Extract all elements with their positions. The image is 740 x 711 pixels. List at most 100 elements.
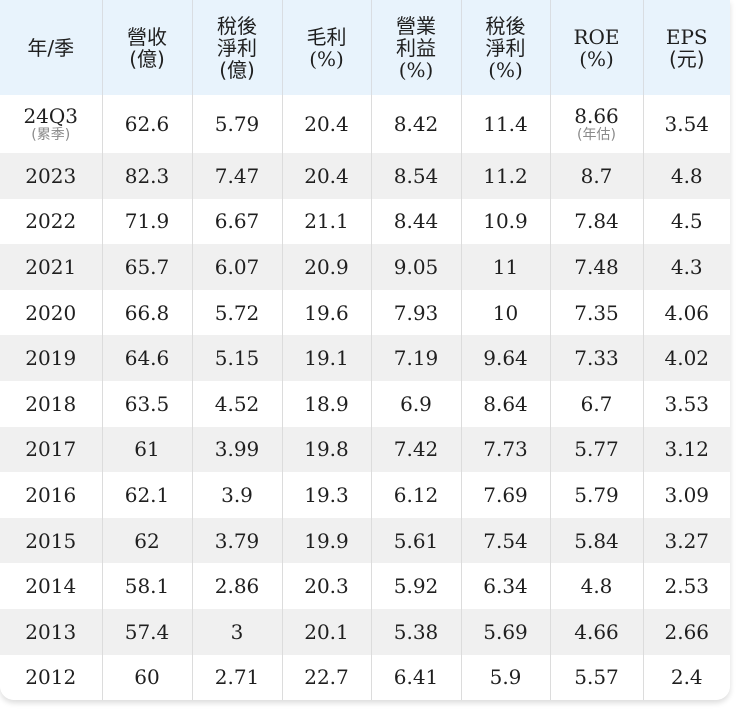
cell-eps: 3.09 <box>642 472 730 518</box>
cell-net-margin: 7.73 <box>460 426 550 473</box>
cell-eps: 2.4 <box>642 654 730 700</box>
financial-table: 年/季 營收 (億) 稅後 淨利 (億) 毛利 (%) 營業 利益 <box>0 0 730 700</box>
annualized-note: (年估) <box>577 127 616 143</box>
table-row-current: 24Q3 (累季) 62.6 5.79 20.4 8.42 11.4 8.66 … <box>0 95 730 153</box>
cell-period: 2016 <box>0 472 102 518</box>
cell-period: 2014 <box>0 563 102 609</box>
cell-operating-margin: 6.41 <box>370 654 461 700</box>
cell-period: 2015 <box>0 517 102 564</box>
cell-roe: 4.66 <box>549 608 643 655</box>
cell-operating-margin: 5.92 <box>370 563 461 609</box>
header-roe: ROE (%) <box>549 0 643 95</box>
table-row: 2016 62.1 3.9 19.3 6.12 7.69 5.79 3.09 <box>0 472 730 518</box>
cell-roe: 5.84 <box>549 517 643 564</box>
header-eps: EPS (元) <box>642 0 730 95</box>
cell-eps: 4.8 <box>642 153 730 199</box>
table-row: 2014 58.1 2.86 20.3 5.92 6.34 4.8 2.53 <box>0 563 730 609</box>
cell-eps: 3.54 <box>642 95 730 153</box>
cell-net-margin: 11 <box>460 244 550 290</box>
table-row: 2017 61 3.99 19.8 7.42 7.73 5.77 3.12 <box>0 426 730 473</box>
cell-revenue: 58.1 <box>101 563 192 609</box>
cell-period: 2012 <box>0 654 102 700</box>
cell-eps: 3.53 <box>642 380 730 427</box>
cell-eps: 3.27 <box>642 517 730 564</box>
cell-net-income: 3.9 <box>191 472 282 518</box>
table-row: 2020 66.8 5.72 19.6 7.93 10 7.35 4.06 <box>0 289 730 336</box>
cell-roe: 7.33 <box>549 335 643 381</box>
cell-net-income: 2.86 <box>191 563 282 609</box>
cell-net-income: 6.07 <box>191 244 282 290</box>
cell-net-margin: 8.64 <box>460 380 550 427</box>
cell-operating-margin: 6.9 <box>370 380 461 427</box>
cell-period: 2013 <box>0 608 102 655</box>
cell-gross-margin: 20.9 <box>281 244 371 290</box>
cell-net-margin: 6.34 <box>460 563 550 609</box>
cell-gross-margin: 20.4 <box>281 95 371 153</box>
table-row: 2015 62 3.79 19.9 5.61 7.54 5.84 3.27 <box>0 517 730 564</box>
cell-gross-margin: 20.3 <box>281 563 371 609</box>
cell-net-income: 5.15 <box>191 335 282 381</box>
cell-gross-margin: 20.1 <box>281 608 371 655</box>
financial-table-card: 年/季 營收 (億) 稅後 淨利 (億) 毛利 (%) 營業 利益 <box>0 0 730 700</box>
cell-period: 2018 <box>0 380 102 427</box>
table-row: 2021 65.7 6.07 20.9 9.05 11 7.48 4.3 <box>0 244 730 290</box>
cell-eps: 2.53 <box>642 563 730 609</box>
cell-net-margin: 5.9 <box>460 654 550 700</box>
cell-revenue: 64.6 <box>101 335 192 381</box>
cell-revenue: 66.8 <box>101 289 192 336</box>
cell-gross-margin: 19.3 <box>281 472 371 518</box>
cell-revenue: 61 <box>101 426 192 473</box>
header-row: 年/季 營收 (億) 稅後 淨利 (億) 毛利 (%) 營業 利益 <box>0 0 730 95</box>
cell-net-margin: 10 <box>460 289 550 336</box>
cell-gross-margin: 19.6 <box>281 289 371 336</box>
cell-revenue: 63.5 <box>101 380 192 427</box>
cell-operating-margin: 6.12 <box>370 472 461 518</box>
cell-period: 24Q3 (累季) <box>0 95 102 153</box>
cell-operating-margin: 5.61 <box>370 517 461 564</box>
cumulative-note: (累季) <box>31 127 71 143</box>
cell-revenue: 57.4 <box>101 608 192 655</box>
header-net-margin: 稅後 淨利 (%) <box>460 0 550 95</box>
cell-revenue: 71.9 <box>101 198 192 245</box>
cell-roe: 7.48 <box>549 244 643 290</box>
cell-gross-margin: 20.4 <box>281 153 371 199</box>
cell-period: 2020 <box>0 289 102 336</box>
cell-operating-margin: 7.42 <box>370 426 461 473</box>
cell-period: 2022 <box>0 198 102 245</box>
cell-gross-margin: 22.7 <box>281 654 371 700</box>
table-row: 2012 60 2.71 22.7 6.41 5.9 5.57 2.4 <box>0 654 730 700</box>
cell-roe: 6.7 <box>549 380 643 427</box>
cell-gross-margin: 19.1 <box>281 335 371 381</box>
cell-roe: 8.7 <box>549 153 643 199</box>
cell-net-income: 4.52 <box>191 380 282 427</box>
cell-eps: 4.3 <box>642 244 730 290</box>
cell-net-income: 2.71 <box>191 654 282 700</box>
cell-period: 2023 <box>0 153 102 199</box>
cell-operating-margin: 8.44 <box>370 198 461 245</box>
cell-period: 2017 <box>0 426 102 473</box>
cell-net-margin: 9.64 <box>460 335 550 381</box>
cell-net-income: 7.47 <box>191 153 282 199</box>
header-gross-margin: 毛利 (%) <box>281 0 371 95</box>
cell-revenue: 65.7 <box>101 244 192 290</box>
cell-eps: 2.66 <box>642 608 730 655</box>
cell-period: 2019 <box>0 335 102 381</box>
cell-net-margin: 7.54 <box>460 517 550 564</box>
table-row: 2022 71.9 6.67 21.1 8.44 10.9 7.84 4.5 <box>0 198 730 245</box>
cell-net-margin: 11.2 <box>460 153 550 199</box>
cell-revenue: 60 <box>101 654 192 700</box>
cell-period: 2021 <box>0 244 102 290</box>
cell-net-income: 6.67 <box>191 198 282 245</box>
cell-roe: 8.66 (年估) <box>549 95 643 153</box>
cell-operating-margin: 8.42 <box>370 95 461 153</box>
cell-roe: 4.8 <box>549 563 643 609</box>
cell-operating-margin: 5.38 <box>370 608 461 655</box>
cell-net-margin: 10.9 <box>460 198 550 245</box>
table-row: 2013 57.4 3 20.1 5.38 5.69 4.66 2.66 <box>0 608 730 655</box>
cell-roe: 7.84 <box>549 198 643 245</box>
cell-revenue: 62 <box>101 517 192 564</box>
cell-net-margin: 7.69 <box>460 472 550 518</box>
cell-operating-margin: 9.05 <box>370 244 461 290</box>
cell-gross-margin: 19.8 <box>281 426 371 473</box>
cell-net-margin: 11.4 <box>460 95 550 153</box>
